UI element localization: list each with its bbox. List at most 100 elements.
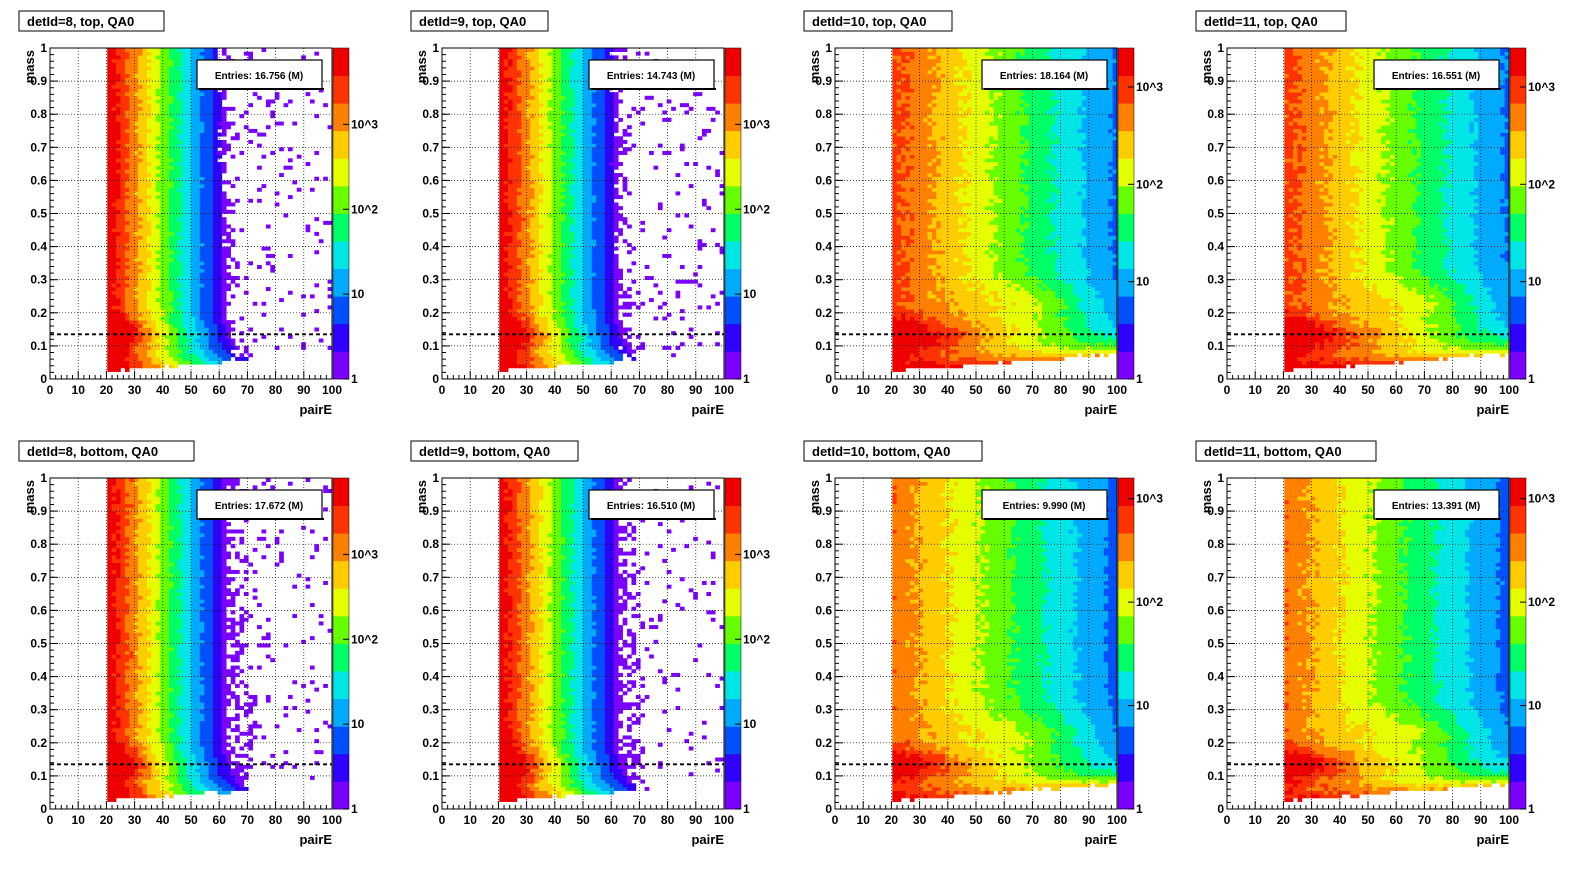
heatmap-cell <box>570 125 575 129</box>
z-tick-label: 10^3 <box>351 117 378 131</box>
heatmap-cell <box>204 48 209 52</box>
heatmap-cell <box>165 254 170 258</box>
heatmap-cell <box>204 258 209 262</box>
heatmap-cell <box>151 265 156 269</box>
heatmap-cell <box>248 353 253 357</box>
heatmap-cell <box>129 191 134 195</box>
heatmap-cell <box>609 291 614 295</box>
heatmap-cell <box>592 261 597 265</box>
heatmap-cell <box>557 162 562 166</box>
heatmap-cell <box>195 55 200 59</box>
heatmap-cell <box>596 169 601 173</box>
heatmap-cell <box>539 269 544 273</box>
heatmap-cell <box>513 74 518 78</box>
heatmap-cell <box>191 294 196 298</box>
heatmap-cell <box>543 258 548 262</box>
heatmap-cell <box>266 287 271 291</box>
heatmap-cell <box>579 272 584 276</box>
heatmap-cell <box>200 294 205 298</box>
heatmap-cell <box>297 188 302 192</box>
heatmap-cell <box>200 184 205 188</box>
heatmap-cell <box>200 195 205 199</box>
heatmap-cell <box>156 294 161 298</box>
heatmap-cell <box>508 107 513 111</box>
heatmap-cell <box>209 291 214 295</box>
heatmap-cell <box>143 305 148 309</box>
heatmap-cell <box>182 236 187 240</box>
heatmap-cell <box>521 294 526 298</box>
heatmap-cell <box>517 265 522 269</box>
heatmap-cell <box>173 155 178 159</box>
heatmap-cell <box>187 125 192 129</box>
heatmap-cell <box>530 188 535 192</box>
heatmap-cell <box>209 107 214 111</box>
heatmap-cell <box>561 140 566 144</box>
heatmap-cell <box>156 118 161 122</box>
heatmap-cell <box>151 236 156 240</box>
heatmap-cell <box>187 173 192 177</box>
heatmap-cell <box>107 291 112 295</box>
heatmap-cell <box>195 302 200 306</box>
heatmap-cell <box>156 162 161 166</box>
heatmap-cell <box>125 214 130 218</box>
heatmap-cell <box>270 269 275 273</box>
heatmap-cell <box>112 225 117 229</box>
heatmap-cell <box>570 243 575 247</box>
heatmap-cell <box>504 221 509 225</box>
heatmap-cell <box>173 210 178 214</box>
heatmap-cell <box>561 302 566 306</box>
heatmap-cell <box>191 162 196 166</box>
heatmap-cell <box>504 129 509 133</box>
heatmap-cell <box>583 107 588 111</box>
heatmap-cell <box>116 258 121 262</box>
heatmap-cell <box>513 99 518 103</box>
heatmap-cell <box>182 122 187 126</box>
heatmap-cell <box>601 140 606 144</box>
heatmap-cell <box>213 129 218 133</box>
heatmap-cell <box>570 328 575 332</box>
heatmap-cell <box>543 328 548 332</box>
heatmap-cell <box>217 173 222 177</box>
heatmap-cell <box>499 107 504 111</box>
heatmap-cell <box>156 158 161 162</box>
heatmap-cell <box>605 339 610 343</box>
heatmap-cell <box>112 155 117 159</box>
heatmap-cell <box>173 129 178 133</box>
heatmap-cell <box>107 88 112 92</box>
heatmap-cell <box>574 96 579 100</box>
heatmap-cell <box>125 158 130 162</box>
heatmap-cell <box>182 180 187 184</box>
heatmap-cell <box>112 92 117 96</box>
heatmap-cell <box>138 350 143 354</box>
heatmap-cell <box>121 151 126 155</box>
heatmap-cell <box>121 265 126 269</box>
heatmap-cell <box>508 236 513 240</box>
heatmap-cell <box>213 180 218 184</box>
heatmap-cell <box>499 188 504 192</box>
heatmap-cell <box>548 302 553 306</box>
heatmap-cell <box>191 48 196 52</box>
heatmap-cell <box>508 140 513 144</box>
heatmap-cell <box>151 214 156 218</box>
heatmap-cell <box>156 328 161 332</box>
heatmap-cell <box>147 236 152 240</box>
heatmap-cell <box>209 173 214 177</box>
heatmap-cell <box>605 169 610 173</box>
heatmap-cell <box>574 280 579 284</box>
heatmap-cell <box>143 162 148 166</box>
heatmap-cell <box>169 158 174 162</box>
heatmap-cell <box>583 158 588 162</box>
heatmap-cell <box>134 353 139 357</box>
heatmap-cell <box>112 236 117 240</box>
heatmap-cell <box>508 272 513 276</box>
heatmap-cell <box>526 118 531 122</box>
heatmap-cell <box>195 96 200 100</box>
heatmap-cell <box>601 316 606 320</box>
heatmap-cell <box>499 313 504 317</box>
heatmap-cell <box>570 302 575 306</box>
heatmap-cell <box>535 158 540 162</box>
heatmap-cell <box>570 48 575 52</box>
heatmap-cell <box>504 99 509 103</box>
heatmap-cell <box>191 169 196 173</box>
heatmap-cell <box>570 111 575 115</box>
